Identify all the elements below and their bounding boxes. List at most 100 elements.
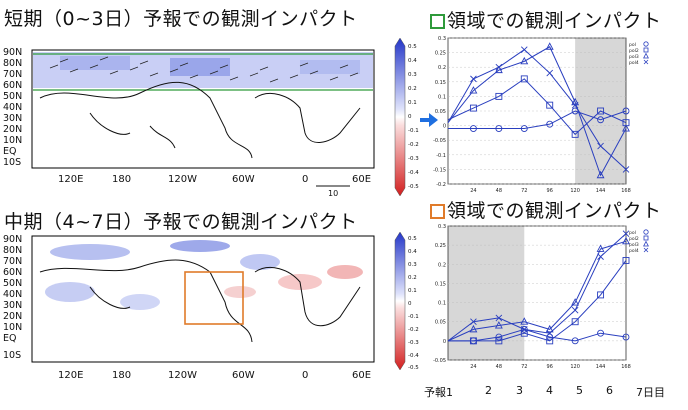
series-line-triangle <box>447 46 627 177</box>
svg-text:-0.2: -0.2 <box>408 142 419 148</box>
short-range-title: 短期（0~3日）予報での観測インパクト <box>4 8 358 30</box>
legend-label: pol3 <box>629 54 639 60</box>
y-tick-label: 0.1 <box>438 94 446 100</box>
svg-text:90N: 90N <box>3 47 22 58</box>
data-point-x <box>597 142 604 150</box>
svg-text:60N: 60N <box>3 80 22 91</box>
mid-range-map: 90N 80N 70N 60N 50N 40N 30N 20N 10N EQ 1… <box>3 232 419 381</box>
svg-text:0.3: 0.3 <box>408 262 417 268</box>
y-tick-label: 0.25 <box>435 51 446 57</box>
pointer-arrow-icon <box>420 113 438 127</box>
y-tick-label: 0.25 <box>435 243 446 249</box>
data-point-x <box>597 253 604 260</box>
data-point-circle <box>571 337 579 345</box>
svg-text:0.2: 0.2 <box>408 275 417 281</box>
svg-text:50N: 50N <box>3 278 22 289</box>
data-point-triangle <box>545 42 554 50</box>
legend-label: pol <box>629 42 636 48</box>
map2-lat-labels: 90N 80N 70N 60N 50N 40N 30N 20N 10N EQ 1… <box>3 234 22 361</box>
svg-text:30N: 30N <box>3 300 22 311</box>
data-point-circle <box>495 333 503 341</box>
x-tick-label: 120 <box>570 188 580 194</box>
svg-text:0.1: 0.1 <box>408 288 417 294</box>
svg-text:-0.3: -0.3 <box>408 340 419 346</box>
x-tick-label: 168 <box>621 364 631 370</box>
data-point-square <box>520 329 528 337</box>
data-point-square <box>571 130 579 138</box>
data-point-circle <box>495 125 503 132</box>
colorbar-labels-1: 0.5 0.4 0.3 0.2 0.1 0 -0.1 -0.2 -0.3 -0.… <box>408 44 419 190</box>
data-point-x <box>571 306 579 314</box>
data-point-circle <box>469 125 477 132</box>
svg-text:60W: 60W <box>232 370 255 381</box>
day-label-2: 2 <box>485 384 492 397</box>
svg-text:-0.3: -0.3 <box>408 156 419 162</box>
y-tick-label: -0.2 <box>436 182 446 188</box>
svg-text:-0.2: -0.2 <box>408 327 419 333</box>
x-tick-label: 72 <box>521 188 527 194</box>
legend-label: pol4 <box>629 248 639 254</box>
legend-label: pol3 <box>629 242 639 248</box>
svg-text:20N: 20N <box>3 124 22 135</box>
x-tick-label: 96 <box>547 364 553 370</box>
svg-text:60N: 60N <box>3 267 22 278</box>
svg-text:60W: 60W <box>232 174 255 185</box>
svg-text:50N: 50N <box>3 91 22 102</box>
data-point-triangle <box>596 170 605 179</box>
svg-text:0.4: 0.4 <box>408 58 417 64</box>
series-line-x <box>447 233 627 342</box>
x-tick-label: 48 <box>496 188 502 194</box>
svg-text:120W: 120W <box>168 174 197 185</box>
svg-text:20N: 20N <box>3 311 22 322</box>
day-axis-labels: 予報1 2 3 4 5 6 7日目 <box>424 384 688 402</box>
data-point-square <box>597 107 605 115</box>
legend-marker-triangle <box>643 52 649 59</box>
legend-marker-circle <box>643 229 649 235</box>
legend-label: pol2 <box>629 236 639 242</box>
data-point-circle <box>546 333 554 341</box>
map2-lon-labels: 120E 180 120W 60W 0 60E <box>58 370 371 381</box>
day-label-5: 5 <box>576 384 583 397</box>
legend-marker-circle <box>643 41 649 47</box>
legend-label: pol2 <box>629 48 639 54</box>
vector-scale-label: 10 <box>328 189 338 198</box>
svg-text:70N: 70N <box>3 69 22 80</box>
data-point-square <box>495 337 503 345</box>
svg-text:70N: 70N <box>3 256 22 267</box>
series-line-square <box>447 78 627 136</box>
data-point-triangle <box>494 321 503 329</box>
data-point-triangle <box>520 56 529 65</box>
svg-text:10S: 10S <box>3 157 21 168</box>
data-point-triangle <box>571 298 580 306</box>
x-tick-label: 168 <box>621 188 631 194</box>
legend-marker-x <box>643 59 649 65</box>
svg-text:0: 0 <box>408 114 412 120</box>
data-point-triangle <box>494 65 503 74</box>
svg-text:180: 180 <box>112 370 131 381</box>
svg-text:0.2: 0.2 <box>408 86 417 92</box>
map1-lon-labels: 120E 180 120W 60W 0 60E <box>58 174 371 185</box>
x-tick-label: 144 <box>596 364 606 370</box>
y-tick-label: -0.05 <box>433 138 446 144</box>
svg-text:80N: 80N <box>3 245 22 256</box>
data-point-circle <box>546 120 554 128</box>
data-point-square <box>622 257 630 264</box>
svg-text:10N: 10N <box>3 135 22 146</box>
svg-text:0: 0 <box>302 370 308 381</box>
y-tick-label: 0 <box>443 124 446 130</box>
y-tick-label: 0.05 <box>435 320 446 326</box>
y-tick-label: 0.2 <box>438 65 446 71</box>
series-line-triangle <box>447 240 627 342</box>
svg-text:10N: 10N <box>3 322 22 333</box>
orange-square-icon <box>430 204 445 219</box>
svg-text:0.5: 0.5 <box>408 44 417 50</box>
data-point-square <box>495 92 503 100</box>
day-label-3: 3 <box>516 384 523 397</box>
series-line-square <box>448 260 627 342</box>
data-point-circle <box>597 116 605 124</box>
svg-text:40N: 40N <box>3 102 22 113</box>
data-point-x <box>546 329 554 337</box>
data-point-x <box>571 101 579 109</box>
x-tick-label: 24 <box>470 364 476 370</box>
x-tick-label: 24 <box>470 188 476 194</box>
